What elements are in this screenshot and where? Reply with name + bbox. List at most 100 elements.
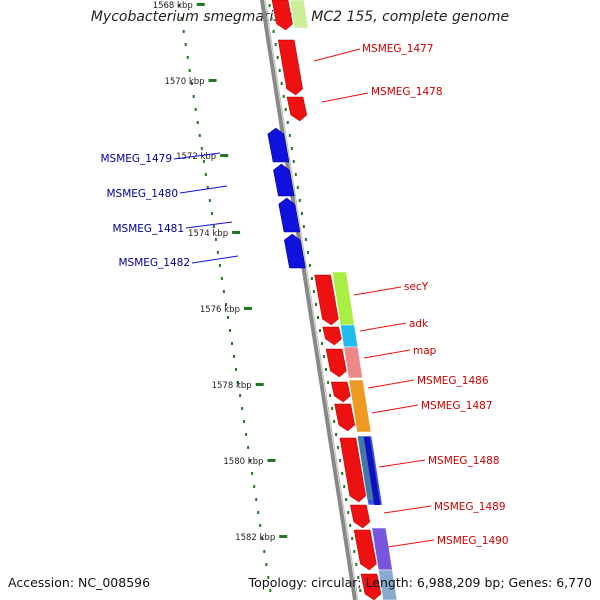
guide-dot	[257, 511, 260, 514]
gene-arrow-forward	[349, 504, 371, 529]
guide-dot	[237, 381, 240, 384]
gene-label-map: map	[413, 345, 437, 357]
topology-text: Topology: circular; Length: 6,988,209 bp…	[248, 575, 592, 590]
guide-dot	[227, 316, 229, 319]
cog-feature	[340, 324, 359, 348]
guide-dot	[325, 368, 327, 371]
guide-dot	[210, 212, 213, 215]
guide-dot	[267, 576, 270, 579]
gene-leader-line	[353, 286, 402, 296]
gene-leader-line	[363, 349, 411, 359]
guide-dot	[294, 173, 297, 176]
backbone-line	[260, 0, 357, 600]
guide-dot	[306, 251, 309, 254]
gene-leader-line	[321, 92, 369, 103]
gene-arrow-forward	[353, 529, 377, 571]
scale-tick-mark	[279, 535, 288, 538]
guide-dot	[247, 446, 250, 449]
guide-dot	[329, 394, 332, 397]
gene-leader-line	[191, 255, 239, 264]
guide-dot	[312, 290, 315, 293]
gene-leader-line	[179, 185, 228, 194]
guide-dot	[190, 82, 193, 85]
guide-dot	[261, 537, 264, 540]
guide-dot	[253, 485, 256, 488]
guide-dot	[218, 264, 221, 267]
gene-track	[267, 0, 382, 600]
guide-dot	[280, 82, 283, 85]
gene-label-msmeg_1490: MSMEG_1490	[437, 535, 509, 547]
guide-dot	[225, 303, 227, 306]
guide-dot	[335, 433, 338, 436]
guide-dot	[214, 238, 217, 241]
guide-dot	[341, 472, 344, 475]
gene-label-msmeg_1477: MSMEG_1477	[362, 43, 434, 55]
guide-dot	[359, 589, 362, 592]
guide-dot	[251, 472, 254, 475]
scale-tick-label: 1570 kbp	[164, 77, 204, 87]
guide-dot	[345, 498, 348, 501]
gene-arrow-forward	[322, 326, 342, 346]
guide-dot	[229, 329, 231, 332]
gene-arrow-forward	[339, 437, 367, 503]
guide-dot	[239, 394, 242, 397]
scale-tick-mark	[220, 154, 229, 157]
guide-dot	[231, 342, 233, 345]
gene-leader-line	[371, 404, 419, 414]
guide-dot	[310, 277, 313, 280]
scale-tick-label: 1572 kbp	[176, 152, 216, 162]
cog-feature	[343, 346, 363, 379]
guide-dot	[321, 342, 323, 345]
gene-leader-line	[313, 48, 361, 62]
guide-dot	[194, 108, 197, 111]
guide-dot	[188, 69, 191, 72]
guide-dot	[243, 420, 246, 423]
cog-feature	[289, 0, 309, 29]
scale-tick-mark	[243, 307, 252, 310]
gene-leader-line	[185, 221, 233, 229]
guide-dot	[286, 121, 289, 124]
guide-dot	[202, 160, 205, 163]
guide-dot	[274, 43, 277, 46]
genome-backbone	[260, 0, 359, 600]
guide-dot	[206, 186, 209, 189]
guide-dot	[343, 485, 346, 488]
gene-label-msmeg_1487: MSMEG_1487	[421, 400, 493, 412]
scale-tick-label: 1580 kbp	[223, 457, 263, 467]
gene-arrow-forward	[325, 348, 347, 378]
guide-dot	[272, 30, 275, 33]
gene-label-secy: secY	[404, 281, 429, 293]
gene-label-msmeg_1489: MSMEG_1489	[434, 501, 506, 513]
gene-arrow-forward	[271, 0, 293, 31]
gene-label-adk: adk	[409, 318, 429, 330]
guide-dot	[263, 550, 266, 553]
gene-arrow-forward	[314, 274, 339, 326]
gene-arrow-forward	[286, 96, 308, 122]
guide-dot	[327, 381, 330, 384]
scale-tick-mark	[267, 459, 276, 462]
guide-dot	[276, 56, 279, 59]
guide-dot	[290, 147, 293, 150]
guide-dot	[331, 407, 334, 410]
guide-dot	[200, 147, 203, 150]
cog-feature	[378, 569, 398, 600]
gene-label-msmeg_1478: MSMEG_1478	[371, 86, 443, 98]
guide-dot	[192, 95, 195, 98]
gene-label-msmeg_1486: MSMEG_1486	[417, 375, 489, 387]
gene-arrow-forward	[330, 381, 351, 403]
accession-text: Accession: NC_008596	[8, 575, 151, 590]
guide-dot	[208, 199, 211, 202]
guide-dot	[220, 277, 223, 280]
guide-dot	[308, 264, 311, 267]
guide-dot	[182, 30, 185, 33]
guide-dot	[235, 368, 237, 371]
backbone-shadow	[264, 0, 359, 600]
guide-dot	[233, 355, 235, 358]
cog-feature	[363, 437, 381, 505]
scale-tick-label: 1574 kbp	[188, 229, 228, 239]
gene-leader-line	[173, 152, 221, 160]
guide-dot	[347, 511, 350, 514]
guide-dot	[298, 199, 301, 202]
gene-label-msmeg_1488: MSMEG_1488	[428, 455, 500, 467]
gene-label-msmeg_1480: MSMEG_1480	[106, 188, 178, 200]
